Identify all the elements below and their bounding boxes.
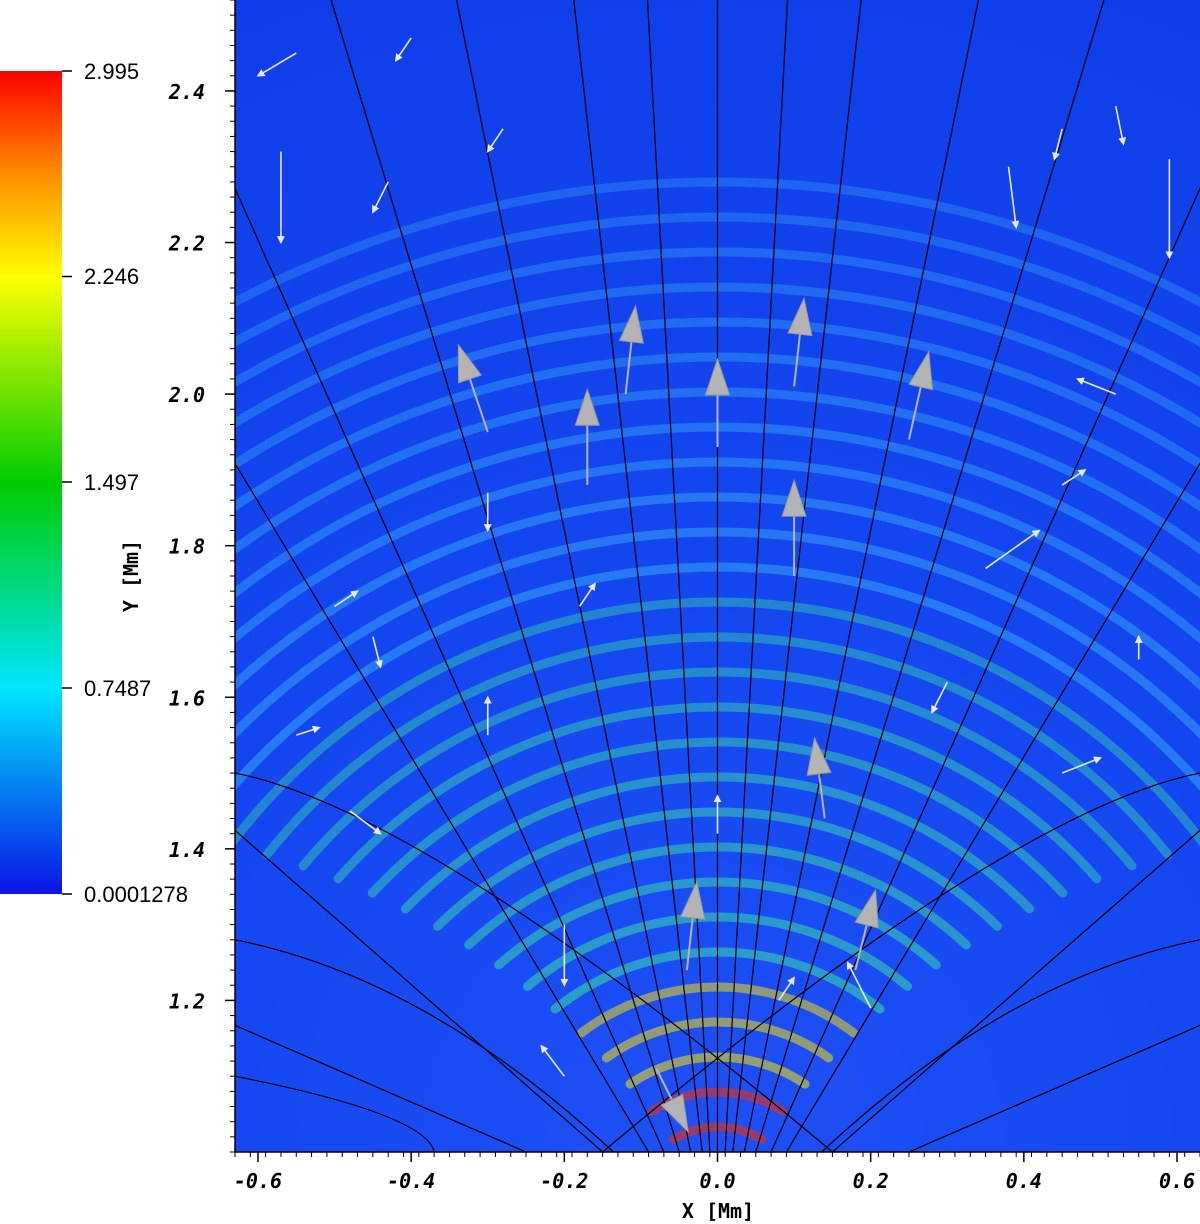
y-tick-label: 1.8	[169, 535, 205, 559]
y-axis-ticks: 1.2 1.4 1.6 1.8 2.0 2.2 2.4	[168, 0, 235, 1153]
velocity-arrow	[372, 636, 383, 669]
field-line	[785, 462, 1200, 1152]
velocity-arrow	[778, 976, 795, 1001]
field-line	[724, 0, 789, 1152]
field-line	[573, 0, 703, 1152]
velocity-vectors	[256, 37, 1174, 1134]
velocity-arrow-head	[660, 1093, 689, 1134]
velocity-arrow	[1052, 128, 1063, 161]
velocity-arrow	[540, 1044, 565, 1077]
field-line	[235, 772, 833, 1152]
velocity-arrow	[372, 181, 389, 214]
velocity-arrow	[334, 590, 359, 607]
field-line	[456, 0, 692, 1152]
x-tick-label: 0.0	[699, 1169, 735, 1193]
field-line	[330, 0, 680, 1152]
velocity-arrow-head	[787, 296, 813, 337]
plot-area	[235, 0, 1200, 1152]
x-tick-label: 0.2	[853, 1169, 889, 1193]
colorbar-gradient	[0, 71, 62, 894]
velocity-arrow	[486, 128, 504, 153]
velocity-arrow-head	[618, 304, 644, 344]
field-line	[732, 0, 862, 1152]
field-line	[602, 772, 1200, 1152]
velocity-arrow	[985, 529, 1041, 570]
velocity-arrow-head	[704, 357, 731, 396]
x-tick-label: 0.6	[1159, 1169, 1195, 1193]
velocity-arrow	[1114, 105, 1127, 146]
field-line	[770, 186, 1200, 1152]
velocity-arrow-head	[680, 880, 706, 920]
field-line	[832, 829, 1200, 1152]
colorbar-ticks: 2.995 2.246 1.497 0.7487 0.0001278	[62, 59, 188, 907]
magnetic-field-lines	[235, 0, 1200, 1152]
velocity-arrow	[1075, 377, 1117, 395]
field-line	[821, 939, 1200, 1152]
velocity-arrow	[256, 52, 297, 77]
velocity-arrow-head	[908, 350, 934, 391]
velocity-arrow-head	[781, 478, 807, 517]
x-tick-label: -0.4	[387, 1169, 435, 1193]
y-tick-label: 1.4	[169, 838, 205, 862]
field-line	[235, 939, 614, 1152]
colorbar-tick-label-min: 0.0001278	[84, 882, 188, 907]
x-tick-label: 0.4	[1006, 1169, 1042, 1193]
velocity-arrow	[1007, 166, 1020, 229]
velocity-arrow	[1061, 756, 1102, 774]
colorbar-tick-label: 0.7487	[84, 676, 151, 701]
y-tick-label: 1.2	[169, 989, 205, 1013]
y-tick-label: 2.2	[168, 232, 205, 256]
velocity-arrow	[931, 681, 948, 714]
y-tick-label: 2.4	[168, 80, 205, 104]
y-axis-title: Y [Mm]	[119, 540, 143, 612]
velocity-arrow-head	[574, 387, 600, 426]
x-tick-label: -0.2	[540, 1169, 588, 1193]
field-line	[646, 0, 711, 1152]
colorbar: 2.995 2.246 1.497 0.7487 0.0001278	[0, 59, 188, 907]
y-tick-label: 1.6	[169, 686, 205, 710]
velocity-arrow-head	[457, 343, 483, 384]
velocity-arrow	[1061, 469, 1087, 486]
field-line	[235, 1075, 435, 1152]
field-line	[755, 0, 1105, 1152]
x-axis-title: X [Mm]	[682, 1199, 754, 1223]
x-tick-label: -0.6	[234, 1169, 282, 1193]
velocity-arrow	[578, 582, 596, 607]
colorbar-tick-label: 2.246	[84, 264, 139, 289]
y-tick-label: 2.0	[168, 383, 205, 407]
colorbar-tick-label: 1.497	[84, 470, 139, 495]
velocity-arrow	[846, 961, 872, 1009]
colorbar-tick-label-max: 2.995	[84, 59, 139, 84]
axes: -0.6 -0.4 -0.2 0.0 0.2 0.4 0.6 1.2 1.4 1.6 1.8 2.0…	[119, 0, 1200, 1223]
x-axis-ticks: -0.6 -0.4 -0.2 0.0 0.2 0.4 0.6	[234, 1152, 1200, 1193]
velocity-arrow	[394, 37, 412, 62]
velocity-arrow	[349, 810, 382, 835]
field-line	[235, 186, 665, 1152]
velocity-arrow	[296, 725, 321, 736]
field-line	[743, 0, 979, 1152]
velocity-arrow-head	[806, 736, 832, 776]
field-line	[235, 829, 603, 1152]
field-line	[235, 462, 650, 1152]
velocity-arrow-head	[854, 888, 879, 929]
